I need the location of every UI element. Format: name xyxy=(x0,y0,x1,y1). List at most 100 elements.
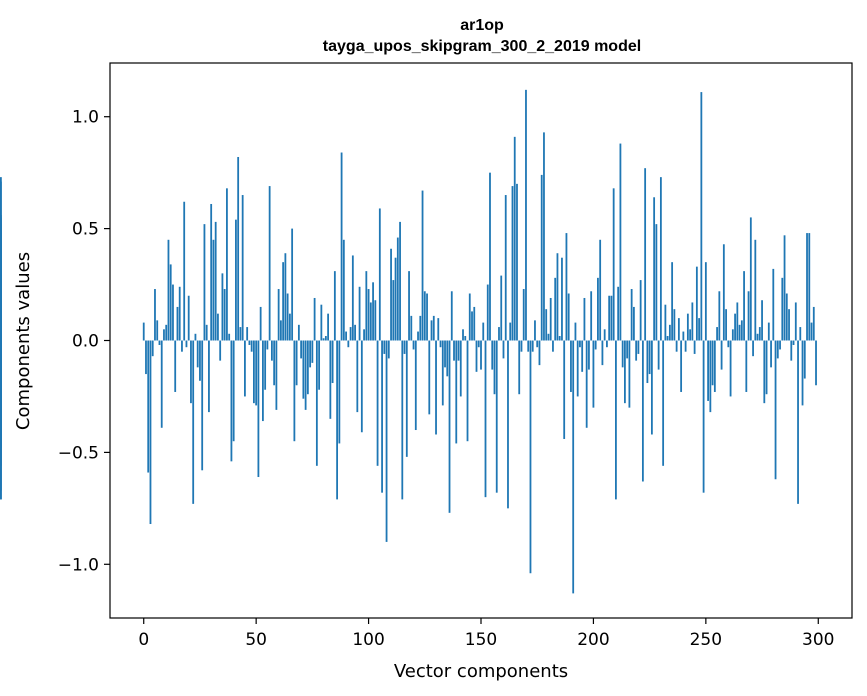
bar-10 xyxy=(165,324,168,341)
bar-70 xyxy=(300,340,303,359)
bar-282 xyxy=(776,340,779,359)
bar-257 xyxy=(720,340,723,370)
bar-88 xyxy=(340,152,343,341)
bar-125 xyxy=(423,291,426,341)
bar-93 xyxy=(351,255,354,341)
bar-56 xyxy=(268,186,271,341)
bar-25 xyxy=(199,340,201,381)
bar-219 xyxy=(635,340,638,361)
bar-16 xyxy=(178,286,181,341)
bar-33 xyxy=(217,313,219,341)
bar-296 xyxy=(808,233,811,341)
bar-198 xyxy=(588,340,590,370)
bar-167 xyxy=(518,340,521,395)
bar-69 xyxy=(297,324,300,341)
bar-180 xyxy=(547,333,550,341)
bar-271 xyxy=(752,340,754,357)
bar-21 xyxy=(190,340,192,404)
bar-105 xyxy=(378,208,381,341)
bar-223 xyxy=(644,168,647,341)
bar-34 xyxy=(219,340,222,361)
bar-183 xyxy=(554,277,557,341)
y-tick-label: −0.5 xyxy=(58,443,99,463)
bar-73 xyxy=(306,340,309,395)
bar-261 xyxy=(729,340,732,397)
bar-201 xyxy=(594,340,597,350)
bar-204 xyxy=(601,340,604,366)
x-tick-label: 50 xyxy=(245,630,267,650)
bar-176 xyxy=(538,340,541,366)
bar-152 xyxy=(484,340,487,498)
bar-48 xyxy=(250,340,253,352)
bar-217 xyxy=(630,289,633,341)
bar-209 xyxy=(612,188,615,341)
bar-120 xyxy=(412,340,415,350)
y-tick-label: −1.0 xyxy=(58,555,99,575)
bar-68 xyxy=(295,340,298,386)
bar-163 xyxy=(509,322,512,341)
y-axis-label: Components values xyxy=(13,252,34,430)
bar-280 xyxy=(772,268,775,341)
bar-23 xyxy=(194,333,197,341)
bar-44 xyxy=(241,195,244,341)
bar-27 xyxy=(203,224,206,341)
bar-62 xyxy=(282,262,285,341)
bar-124 xyxy=(421,190,424,341)
bar-39 xyxy=(230,340,233,462)
bar-24 xyxy=(196,340,199,368)
bar-121 xyxy=(414,340,417,431)
bar-149 xyxy=(477,340,480,348)
bar-290 xyxy=(794,302,797,341)
bar-116 xyxy=(403,340,406,354)
bar-259 xyxy=(725,309,727,341)
bar-40 xyxy=(232,340,235,442)
bar-242 xyxy=(686,313,689,341)
bar-31 xyxy=(212,239,215,341)
bar-222 xyxy=(641,340,644,482)
bar-181 xyxy=(549,297,552,341)
bar-131 xyxy=(437,318,440,341)
bar-66 xyxy=(291,228,294,341)
bar-212 xyxy=(619,143,622,341)
bar-213 xyxy=(621,340,624,368)
bar-278 xyxy=(767,322,770,341)
bar-57 xyxy=(270,340,273,361)
bar-0 xyxy=(142,322,145,341)
bar-298 xyxy=(812,306,815,341)
bar-71 xyxy=(302,340,305,399)
bar-233 xyxy=(666,336,669,341)
y-tick-label: 1.0 xyxy=(72,108,99,128)
bar-61 xyxy=(279,320,282,341)
bar-79 xyxy=(320,304,323,341)
bar-266 xyxy=(740,320,743,341)
bar-202 xyxy=(597,277,599,341)
bar-113 xyxy=(396,237,399,341)
bar-13 xyxy=(172,284,174,341)
bar-285 xyxy=(783,235,786,341)
bar-104 xyxy=(376,340,379,466)
bar-182 xyxy=(552,340,554,352)
bar-undefined xyxy=(0,340,2,435)
bar-20 xyxy=(187,295,190,341)
bar-256 xyxy=(718,291,721,341)
bar-100 xyxy=(367,289,370,341)
bar-157 xyxy=(495,340,498,493)
bar-148 xyxy=(475,340,478,372)
bar-136 xyxy=(448,340,451,513)
bar-114 xyxy=(399,221,401,341)
bar-277 xyxy=(765,340,768,395)
bar-289 xyxy=(792,340,795,345)
bar-123 xyxy=(419,315,422,341)
bar-54 xyxy=(264,340,267,390)
bar-238 xyxy=(677,318,680,341)
bar-126 xyxy=(426,293,428,341)
bar-108 xyxy=(385,340,388,542)
bar-175 xyxy=(536,340,539,348)
bar-127 xyxy=(428,340,431,415)
bar-228 xyxy=(655,224,658,341)
bar-77 xyxy=(315,340,318,466)
bar-187 xyxy=(563,340,566,439)
bar-30 xyxy=(210,203,213,341)
bar-159 xyxy=(500,275,503,341)
bar-178 xyxy=(543,132,545,341)
